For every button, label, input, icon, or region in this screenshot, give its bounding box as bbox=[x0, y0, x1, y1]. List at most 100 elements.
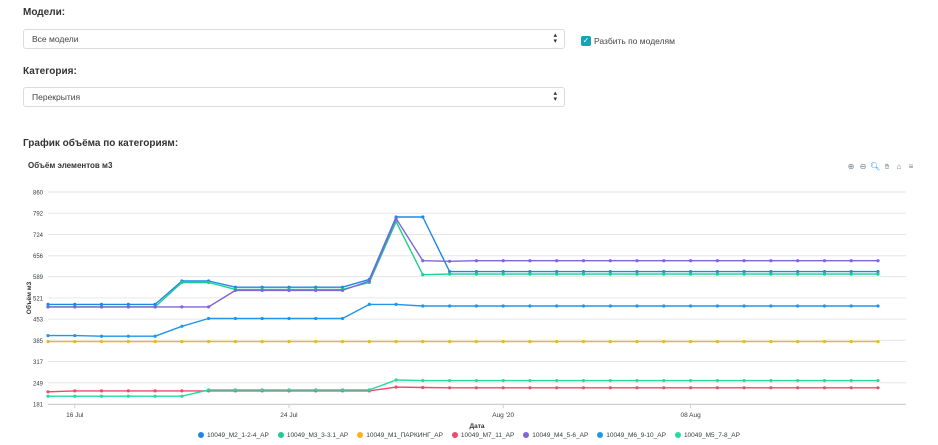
select-arrows-icon: ▴ ▾ bbox=[553, 32, 557, 45]
data-point bbox=[153, 302, 157, 306]
data-point bbox=[689, 386, 693, 390]
category-select[interactable]: Перекрытия ▴ ▾ bbox=[23, 87, 565, 107]
data-point bbox=[367, 302, 371, 306]
legend-marker bbox=[357, 432, 364, 438]
data-point bbox=[180, 389, 184, 393]
data-point bbox=[742, 259, 746, 263]
legend-item[interactable]: 10049_M1_ПАРКИНГ_AP bbox=[357, 429, 443, 441]
data-point bbox=[260, 288, 264, 292]
pan-hand-icon[interactable]: ✋︎ bbox=[884, 162, 890, 171]
data-point bbox=[126, 389, 130, 393]
data-point bbox=[421, 385, 425, 390]
data-point bbox=[501, 270, 505, 274]
zoom-out-icon[interactable]: ⊖ bbox=[859, 162, 867, 171]
data-point bbox=[394, 385, 398, 389]
data-point bbox=[635, 386, 639, 390]
legend-marker bbox=[674, 432, 681, 438]
data-point bbox=[876, 340, 880, 344]
split-by-models-label[interactable]: Разбить по моделям bbox=[594, 36, 676, 46]
data-point bbox=[608, 379, 612, 383]
data-point bbox=[796, 272, 800, 276]
data-point bbox=[126, 340, 130, 344]
data-point bbox=[528, 259, 532, 263]
legend-item[interactable]: 10049_M4_5-6_AP bbox=[523, 429, 588, 441]
split-by-models-checkbox[interactable]: ✓ bbox=[581, 36, 591, 46]
series-line-4 bbox=[47, 386, 878, 393]
data-point bbox=[180, 394, 184, 398]
data-point bbox=[394, 302, 398, 306]
data-point bbox=[207, 305, 211, 309]
data-point bbox=[715, 386, 720, 390]
legend-label: 10049_M5_7-8_AP bbox=[683, 431, 740, 439]
data-point bbox=[340, 340, 345, 344]
data-point bbox=[581, 270, 586, 274]
data-point bbox=[126, 302, 130, 306]
models-select[interactable]: Все модели ▴ ▾ bbox=[23, 29, 565, 49]
y-tick-label: 792 bbox=[33, 212, 44, 218]
data-point bbox=[233, 316, 237, 321]
data-point bbox=[99, 389, 104, 393]
data-point bbox=[46, 302, 50, 306]
data-point bbox=[501, 386, 505, 390]
series-line-2 bbox=[48, 220, 878, 308]
zoom-search-icon[interactable]: 🔍︎ bbox=[870, 162, 881, 171]
series-line-6 bbox=[48, 303, 878, 337]
data-point bbox=[849, 259, 853, 263]
data-point bbox=[207, 388, 211, 392]
data-point bbox=[581, 379, 586, 383]
data-point bbox=[474, 272, 478, 276]
data-point bbox=[742, 379, 746, 383]
home-icon[interactable]: ⌂ bbox=[896, 162, 902, 171]
data-point bbox=[180, 324, 184, 328]
legend-item[interactable]: 10049_M6_9-10_AP bbox=[597, 429, 666, 441]
data-point bbox=[689, 340, 693, 344]
data-point bbox=[474, 379, 478, 383]
data-point bbox=[689, 304, 693, 308]
data-point bbox=[501, 379, 505, 383]
menu-icon[interactable]: ≡ bbox=[908, 162, 914, 171]
legend-item[interactable]: 10049_M5_7-8_AP bbox=[674, 429, 740, 441]
data-point bbox=[73, 334, 77, 338]
legend-item[interactable]: 10049_M7_11_AP bbox=[451, 429, 514, 441]
chart-section-label: График объёма по категориям: bbox=[23, 138, 179, 149]
data-point bbox=[367, 280, 371, 285]
data-point bbox=[46, 305, 50, 309]
data-point bbox=[394, 215, 398, 219]
data-point bbox=[849, 340, 853, 344]
data-point bbox=[555, 340, 559, 344]
category-select-value: Перекрытия bbox=[32, 92, 81, 102]
legend-label: 10049_M2_1-2-4_AP bbox=[207, 431, 269, 439]
data-point bbox=[46, 305, 50, 309]
data-point bbox=[796, 304, 800, 308]
data-point bbox=[340, 288, 345, 292]
data-point bbox=[581, 386, 586, 390]
legend-label: 10049_M3_3-3.1_AP bbox=[286, 431, 349, 439]
data-point bbox=[528, 304, 532, 308]
data-point bbox=[528, 379, 532, 383]
data-point bbox=[662, 340, 666, 344]
zoom-in-icon[interactable]: ⊕ bbox=[847, 162, 855, 171]
data-point bbox=[849, 304, 853, 308]
data-point bbox=[555, 270, 559, 274]
data-point bbox=[394, 216, 398, 221]
data-point bbox=[46, 334, 50, 338]
data-point bbox=[876, 259, 880, 263]
legend-item[interactable]: 10049_M3_3-3.1_AP bbox=[277, 429, 349, 441]
data-point bbox=[448, 340, 452, 344]
data-point bbox=[46, 340, 50, 344]
data-point bbox=[126, 305, 130, 309]
data-point bbox=[876, 304, 880, 308]
data-point bbox=[287, 340, 291, 344]
data-point bbox=[448, 259, 452, 263]
chart-legend: 10049_M2_1-2-4_AP 10049_M3_3-3.1_AP 10049_… bbox=[0, 429, 938, 441]
legend-item[interactable]: 10049_M2_1-2-4_AP bbox=[198, 429, 269, 441]
data-point bbox=[314, 316, 318, 321]
data-point bbox=[340, 285, 345, 289]
data-point bbox=[501, 272, 505, 276]
y-tick-label: 724 bbox=[33, 233, 44, 239]
data-point bbox=[822, 379, 827, 383]
data-point bbox=[715, 272, 720, 276]
data-point bbox=[153, 394, 157, 398]
data-point bbox=[715, 304, 720, 308]
data-point bbox=[796, 340, 800, 344]
